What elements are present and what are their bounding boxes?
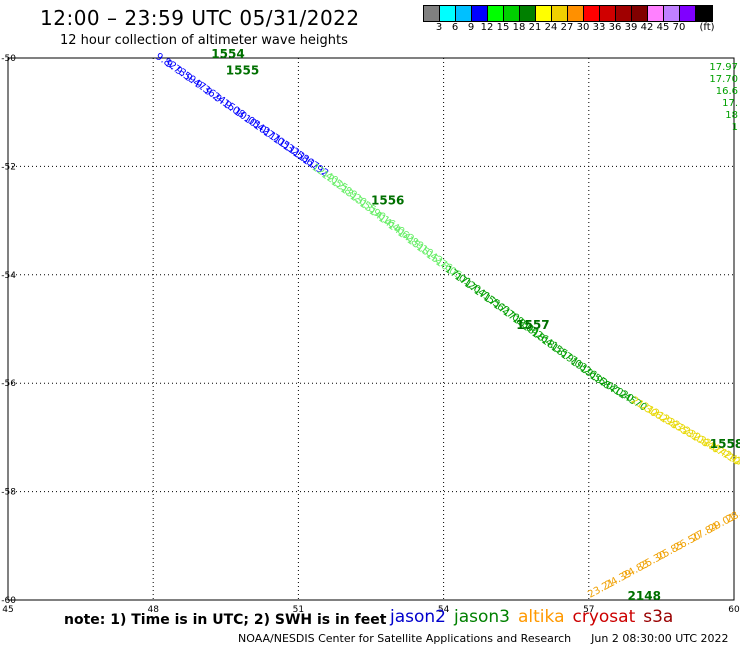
legend-swatch — [552, 6, 568, 21]
lon-tick-label: 45 — [2, 605, 13, 615]
edge-swh-label: 17. — [722, 98, 738, 109]
edge-swh-label: 1 — [732, 122, 738, 133]
lat-tick-label: -54 — [1, 271, 16, 281]
time-labels: 1554 1555 1556 1557 1558 2148 — [211, 47, 740, 603]
legend-label: 33 — [592, 22, 606, 33]
color-legend-labels: 3 6 9 12 15 18 21 24 27 30 33 36 39 42 45 70 (ft) — [423, 22, 740, 34]
time-label: 1557 — [516, 318, 549, 332]
footer-timestamp: Jun 2 08:30:00 UTC 2022 — [591, 632, 729, 645]
legend-label: 39 — [624, 22, 638, 33]
satellite-s3a: s3a — [643, 607, 674, 627]
time-label: 1558 — [710, 437, 740, 451]
map-frame — [7, 57, 735, 601]
legend-swatch — [584, 6, 600, 21]
legend-swatch — [424, 6, 440, 21]
legend-label: 24 — [544, 22, 558, 33]
legend-label: 18 — [512, 22, 526, 33]
time-label: 1556 — [371, 193, 404, 207]
altimeter-tracks: 9.829.739.599.479.369.249.159.0810.0510.… — [153, 51, 740, 600]
legend-swatch — [440, 6, 456, 21]
edge-swh-label: 18 — [725, 110, 738, 121]
map-grid — [7, 57, 735, 601]
legend-label: 3 — [435, 22, 443, 33]
legend-label: 36 — [608, 22, 622, 33]
edge-swh-label: 16.6 — [716, 86, 738, 97]
lon-tick-label: 60 — [728, 605, 740, 615]
lat-tick-label: -56 — [1, 379, 16, 389]
edge-swh-label: 17.70 — [709, 74, 738, 85]
footer-agency: NOAA/NESDIS Center for Satellite Applica… — [238, 632, 572, 645]
legend-swatch — [648, 6, 664, 21]
legend-label: 9 — [467, 22, 475, 33]
legend-label: 45 — [656, 22, 670, 33]
legend-swatch — [616, 6, 632, 21]
legend-swatch — [504, 6, 520, 21]
note-text: note: 1) Time is in UTC; 2) SWH is in fe… — [64, 612, 387, 628]
legend-label: 27 — [560, 22, 574, 33]
time-label: 2148 — [628, 589, 661, 603]
satellite-cryosat: cryosat — [572, 607, 636, 627]
lat-tick-label: -58 — [1, 488, 16, 498]
legend-swatch — [456, 6, 472, 21]
satellite-altika: altika — [518, 607, 565, 627]
satellite-jason3: jason3 — [454, 607, 510, 627]
lat-tick-label: -60 — [1, 596, 16, 606]
legend-swatch — [632, 6, 648, 21]
footer: NOAA/NESDIS Center for Satellite Applica… — [238, 632, 729, 645]
legend-label: 12 — [480, 22, 494, 33]
legend-swatch — [664, 6, 680, 21]
legend-label: 42 — [640, 22, 654, 33]
legend-swatch — [488, 6, 504, 21]
legend-swatch — [600, 6, 616, 21]
lon-tick-label: 57 — [583, 605, 594, 615]
legend-label: 30 — [576, 22, 590, 33]
legend-swatch — [696, 6, 712, 21]
lon-tick-label: 54 — [438, 605, 450, 615]
legend-label: 6 — [451, 22, 459, 33]
satellite-legend: jason2 jason3 altika cryosat s3a — [390, 607, 673, 627]
legend-swatch — [536, 6, 552, 21]
lat-tick-label: -50 — [1, 54, 16, 64]
legend-swatch — [472, 6, 488, 21]
lon-tick-label: 48 — [147, 605, 159, 615]
legend-label: (ft) — [699, 22, 715, 33]
color-legend — [423, 5, 713, 22]
satellite-jason2: jason2 — [390, 607, 446, 627]
legend-label: 70 — [672, 22, 686, 33]
time-label: 1555 — [226, 63, 259, 77]
legend-label: 15 — [496, 22, 510, 33]
edge-swh-label: 17.97 — [709, 62, 738, 73]
legend-swatch — [568, 6, 584, 21]
time-label: 1554 — [211, 47, 244, 61]
legend-swatch — [680, 6, 696, 21]
lon-tick-label: 51 — [293, 605, 304, 615]
lat-tick-label: -52 — [1, 162, 16, 172]
legend-label: 21 — [528, 22, 542, 33]
axis-labels: 45 48 51 54 57 60 -50 -52 -54 -56 -58 -60 — [1, 54, 740, 615]
legend-swatch — [520, 6, 536, 21]
page-subtitle: 12 hour collection of altimeter wave hei… — [60, 33, 348, 48]
page-title: 12:00 – 23:59 UTC 05/31/2022 — [40, 6, 360, 30]
